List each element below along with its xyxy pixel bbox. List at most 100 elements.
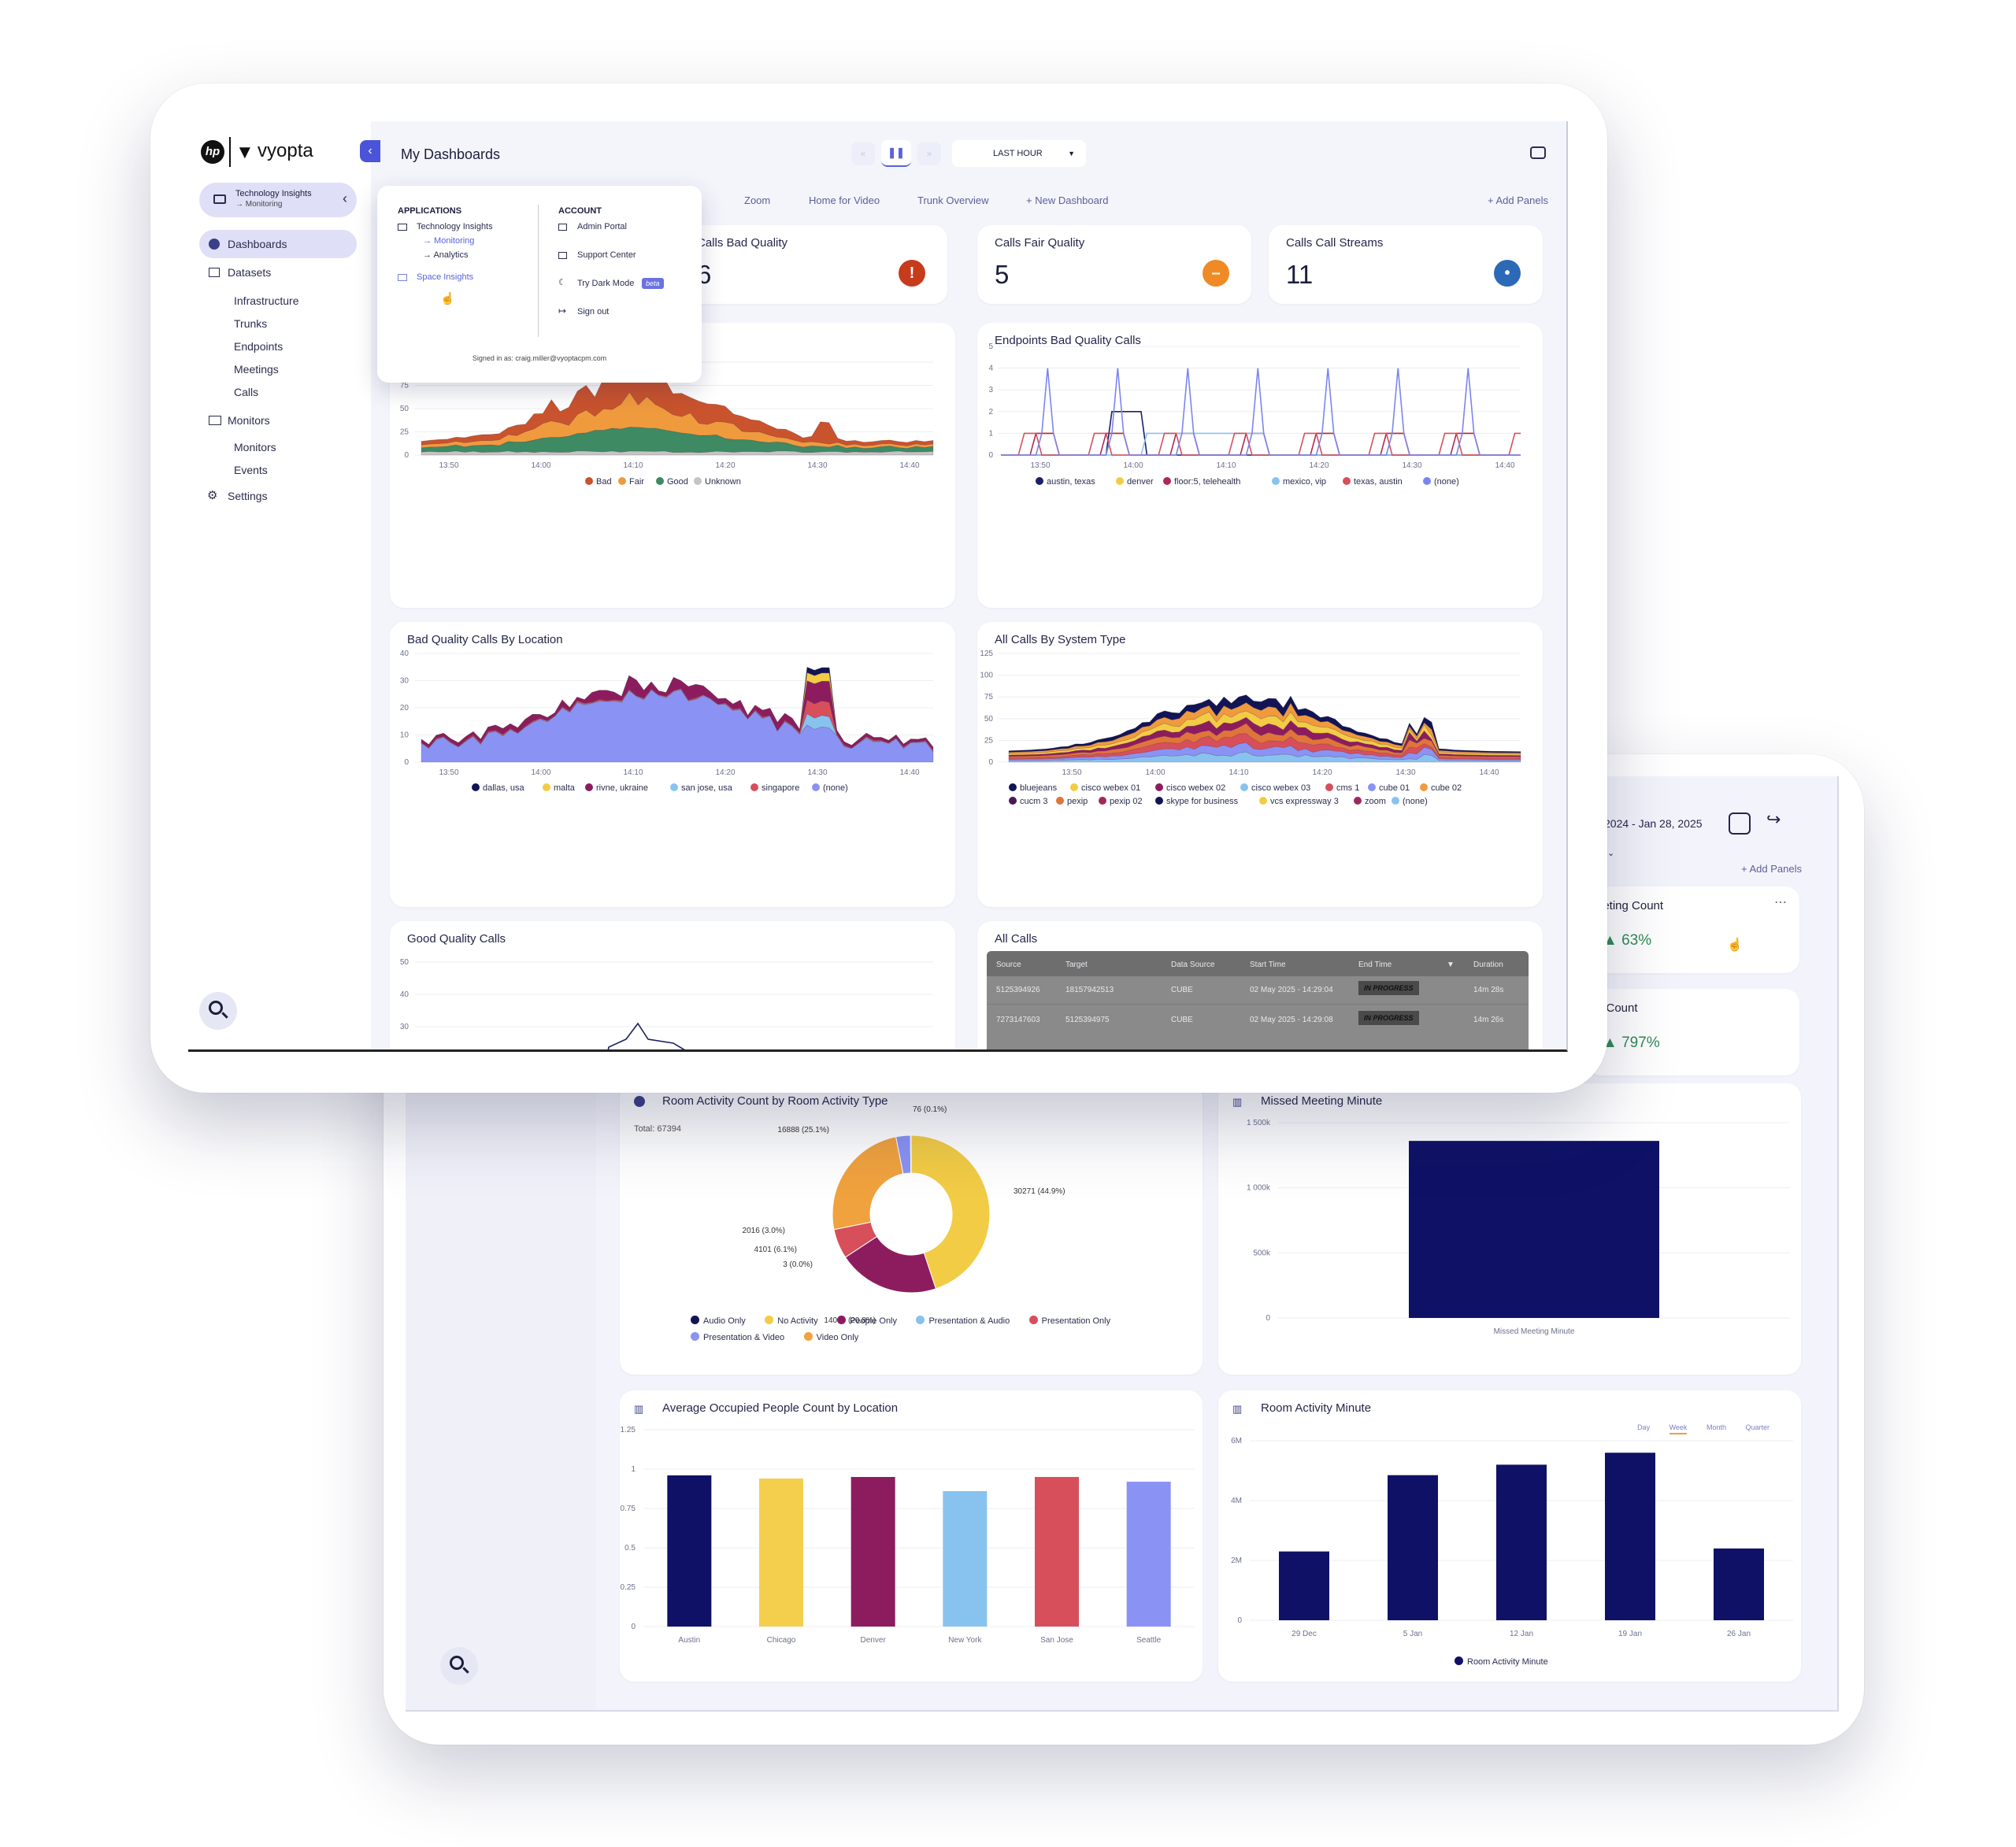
search-icon[interactable] (199, 992, 237, 1030)
sidebar-item-infrastructure[interactable]: Infrastructure (234, 294, 299, 307)
sidebar-item-datasets[interactable]: Datasets (228, 266, 272, 279)
app-switcher[interactable]: Technology Insights → Monitoring ‹ (199, 183, 357, 217)
legend-dot (1368, 783, 1376, 791)
kpi-title: Calls Fair Quality (995, 236, 1085, 250)
sidebar-item-dashboards[interactable] (199, 230, 357, 258)
legend-dot (1455, 1656, 1463, 1665)
menu-item-space-insights[interactable]: Space Insights (417, 272, 474, 282)
caret-down-icon: ▼ (1068, 150, 1075, 157)
sort-desc-icon[interactable]: ▼ (1447, 961, 1455, 969)
x-tick-label: 14:30 (807, 461, 827, 470)
missed-meeting-card: ▥ Missed Meeting Minute 1 500k 1 000k 500k… (1218, 1083, 1801, 1375)
tab-zoom[interactable]: Zoom (744, 194, 771, 206)
bar-chart-icon[interactable]: ▥ (1232, 1403, 1243, 1415)
sidebar-item-meetings[interactable]: Meetings (234, 363, 279, 376)
sidebar-item-settings[interactable]: Settings (228, 490, 268, 502)
menu-dots-icon[interactable]: ⋯ (1774, 896, 1787, 909)
legend-dot (1155, 797, 1163, 805)
tab-month[interactable]: Month (1706, 1423, 1726, 1431)
tab-home-for-video[interactable]: Home for Video (809, 194, 880, 206)
next-button[interactable]: » (917, 142, 941, 165)
menu-item-analytics[interactable]: → Analytics (423, 250, 469, 260)
y-tick-label: 0 (1266, 1314, 1270, 1323)
x-tick-label: 14:30 (1402, 461, 1421, 470)
camera-icon[interactable] (1530, 146, 1546, 159)
pause-button[interactable]: ❚❚ (881, 140, 911, 167)
legend-dot (1009, 797, 1017, 805)
x-tick-label: 14:40 (1495, 461, 1514, 470)
tab-quarter[interactable]: Quarter (1745, 1423, 1770, 1431)
column-header[interactable]: Data Source (1171, 961, 1215, 969)
table-row[interactable]: 7273147603 5125394975 CUBE 02 May 2025 -… (987, 1006, 1529, 1035)
legend-label: (none) (823, 783, 848, 793)
bar-chart-icon[interactable]: ▥ (1232, 1096, 1243, 1108)
tab-day[interactable]: Day (1637, 1423, 1651, 1431)
sidebar-item-monitors[interactable]: Monitors (228, 414, 270, 427)
date-range-picker[interactable]: 2024 - Jan 28, 2025 ⌄ (1595, 809, 1705, 858)
bar (1279, 1551, 1329, 1620)
sidebar-item-events[interactable]: Events (234, 464, 268, 476)
time-range-select[interactable]: LAST HOUR ▼ (952, 140, 1086, 167)
support-icon (558, 252, 567, 259)
legend-dot (694, 477, 702, 485)
add-panels-link[interactable]: + Add Panels (1488, 194, 1548, 206)
y-tick-label: 0 (631, 1623, 636, 1631)
card-title: Good Quality Calls (407, 932, 506, 946)
pie-chart-icon[interactable] (634, 1096, 645, 1107)
column-header[interactable]: End Time (1358, 961, 1392, 969)
search-icon[interactable] (440, 1647, 478, 1685)
table-row[interactable]: 5125394926 18157942513 CUBE 02 May 2025 … (987, 976, 1529, 1005)
legend-dot (1343, 477, 1351, 485)
legend-dot (1325, 783, 1333, 791)
sidebar: hp ▼ vyopta Technology Insights → Monito… (188, 121, 371, 1049)
y-tick-label: 2 (988, 408, 993, 416)
menu-item-sign-out[interactable]: Sign out (577, 307, 610, 316)
series-line (1001, 432, 1521, 456)
legend-dot (1354, 797, 1362, 805)
x-tick-label: 29 Dec (1292, 1630, 1317, 1638)
camera-icon[interactable] (1729, 812, 1751, 835)
menu-item-technology-insights[interactable]: Technology Insights (417, 222, 493, 231)
sidebar-item-trunks[interactable]: Trunks (234, 317, 268, 330)
column-header[interactable]: Start Time (1250, 961, 1286, 969)
slice-label: 14039 (20.8%) (824, 1316, 876, 1325)
share-icon[interactable]: ↪ (1766, 809, 1781, 829)
pause-icon: ❚❚ (888, 146, 905, 158)
legend-label: cisco webex 01 (1081, 783, 1140, 793)
y-tick-label: 125 (980, 650, 993, 658)
kpi-card: Calls Fair Quality 5 – (977, 225, 1251, 304)
x-tick-label: Denver (861, 1636, 887, 1645)
kpi-title: Calls Call Streams (1286, 236, 1384, 250)
app-menu-popover: APPLICATIONS Technology Insights → Monit… (377, 186, 702, 383)
table-icon (209, 268, 220, 277)
column-header[interactable]: Source (996, 961, 1021, 969)
add-panels-link[interactable]: + Add Panels (1741, 863, 1802, 875)
menu-item-support-center[interactable]: Support Center (577, 250, 636, 260)
column-header[interactable]: Target (1065, 961, 1088, 969)
hp-logo: hp (201, 140, 224, 164)
menu-item-dark-mode[interactable]: Try Dark Mode (577, 279, 635, 288)
app-switcher-title: Technology Insights (235, 189, 312, 198)
tab-new-dashboard[interactable]: + New Dashboard (1026, 194, 1109, 206)
calls-table: Source Target Data Source Start Time End… (987, 951, 1529, 1049)
menu-item-admin-portal[interactable]: Admin Portal (577, 222, 627, 231)
area-series (421, 427, 934, 453)
legend-label: pexip (1067, 797, 1088, 806)
sidebar-item-calls[interactable]: Calls (234, 386, 259, 398)
n-count-card: n Count ▲ 797% (1587, 989, 1799, 1075)
tab-trunk-overview[interactable]: Trunk Overview (917, 194, 989, 206)
x-tick-label: Missed Meeting Minute (1494, 1327, 1575, 1336)
collapse-sidebar-button[interactable]: ‹ (360, 140, 380, 162)
menu-item-monitoring[interactable]: → Monitoring (423, 236, 475, 246)
x-tick-label: 14:30 (807, 768, 827, 777)
tab-week[interactable]: Week (1669, 1423, 1688, 1434)
prev-button[interactable]: « (851, 142, 875, 165)
column-header[interactable]: Duration (1473, 961, 1503, 969)
sidebar-item-endpoints[interactable]: Endpoints (234, 340, 284, 353)
sidebar-item-monitors-sub[interactable]: Monitors (234, 441, 276, 453)
bar (1388, 1475, 1438, 1620)
bar-chart-icon[interactable]: ▥ (634, 1403, 644, 1415)
legend-dot (803, 1332, 813, 1341)
legend-label: zoom (1365, 797, 1386, 806)
bar (1409, 1141, 1659, 1318)
